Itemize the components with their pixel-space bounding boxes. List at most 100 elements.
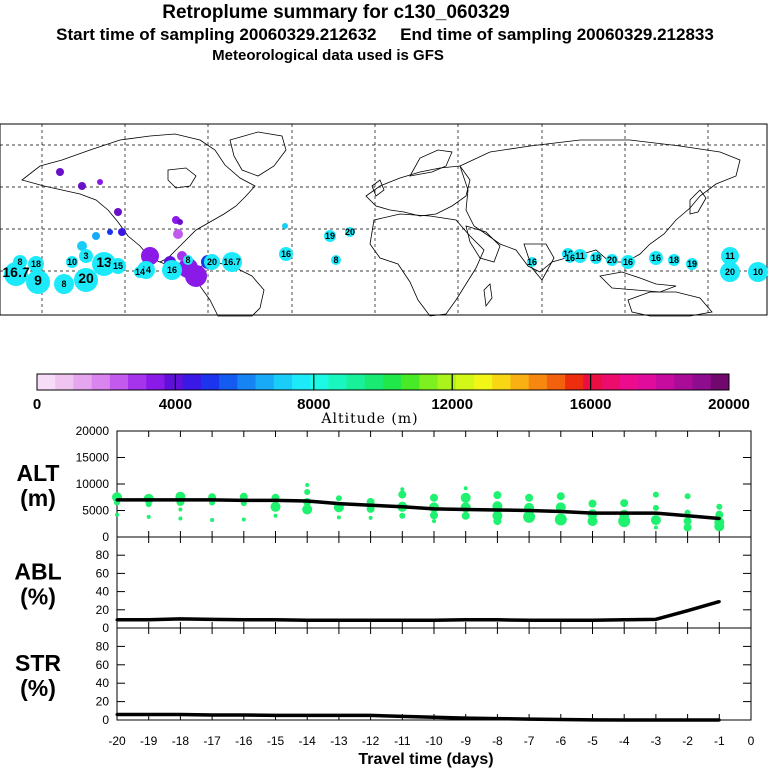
series-point xyxy=(178,498,182,502)
plume-label-dot xyxy=(66,256,78,268)
colorbar-swatch xyxy=(91,374,111,390)
colorbar-swatch xyxy=(73,374,93,390)
altitude-scatter-point xyxy=(430,511,438,520)
plume-label: 16 xyxy=(623,257,633,267)
y-tick-label: 60 xyxy=(96,566,110,580)
plume-dot xyxy=(118,228,126,236)
y-tick-label: 20000 xyxy=(76,424,110,438)
series-point xyxy=(147,618,151,622)
altitude-scatter-point xyxy=(620,499,629,508)
plume-label: 19 xyxy=(687,259,697,269)
x-axis-label: Travel time (days) xyxy=(358,751,493,768)
series-point xyxy=(559,510,563,514)
plume-label-dot xyxy=(721,247,739,265)
plume-label-dot xyxy=(527,257,537,267)
panel-ylabel: ABL xyxy=(14,559,61,585)
colorbar-swatch xyxy=(383,374,402,390)
panel-abl: 0 20 40 60 80 ABL(%) xyxy=(14,536,752,635)
plume-dot xyxy=(77,241,87,251)
series-point xyxy=(717,600,721,604)
x-tick-label: -17 xyxy=(203,734,221,748)
series-point xyxy=(115,712,119,716)
x-tick-label: -9 xyxy=(460,734,471,748)
plume-label-dot xyxy=(331,255,341,265)
plume-dot xyxy=(78,182,86,190)
altitude-scatter-point xyxy=(463,486,468,491)
series-point xyxy=(305,618,309,622)
series-point xyxy=(210,498,214,502)
x-tick-label: -7 xyxy=(524,734,535,748)
series-point xyxy=(495,717,499,721)
x-tick-label: -15 xyxy=(267,734,285,748)
europe-outline xyxy=(365,165,471,217)
north-america-outline xyxy=(21,133,256,263)
plume-dot xyxy=(97,179,103,185)
series-point xyxy=(717,516,721,520)
colorbar-title: Altitude (m) xyxy=(320,411,418,427)
colorbar-swatch xyxy=(55,374,74,390)
series-line-str xyxy=(117,712,720,722)
plume-dot xyxy=(141,247,159,265)
series-point xyxy=(242,618,246,622)
hudson-bay-outline xyxy=(167,167,197,189)
panel-frame xyxy=(116,627,752,721)
plume-label-dot xyxy=(74,268,98,292)
colorbar-swatch xyxy=(710,374,730,390)
plume-label-dot xyxy=(720,262,740,282)
continent-outlines xyxy=(21,131,741,317)
plume-label: 13 xyxy=(96,254,112,270)
altitude-scatter-point xyxy=(618,515,631,528)
altitude-scatter-point xyxy=(683,523,692,532)
y-tick-label: 40 xyxy=(96,676,110,690)
series-point xyxy=(527,509,531,512)
series-point xyxy=(337,502,341,506)
colorbar-tick-label: 8000 xyxy=(297,396,330,413)
plume-label-dot xyxy=(110,258,126,274)
y-tick-label: 5000 xyxy=(82,504,109,518)
colorbar-swatch xyxy=(492,374,511,390)
series-point xyxy=(591,511,594,515)
plume-label-dot xyxy=(686,258,698,270)
plume-label: 10 xyxy=(753,267,763,277)
altitude-scatter-point xyxy=(430,493,438,502)
altitude-scatter-point xyxy=(336,515,341,520)
series-point xyxy=(464,507,468,511)
altitude-scatter-point xyxy=(716,503,723,510)
altitude-scatter-point xyxy=(587,516,598,527)
x-tick-label: -11 xyxy=(394,734,411,748)
plume-label: 8 xyxy=(61,279,66,289)
series-point xyxy=(274,618,277,622)
meteorological-data-note: Meteorological data used is GFS xyxy=(212,47,444,64)
plume-label: 9 xyxy=(34,272,42,288)
series-point xyxy=(686,609,690,613)
panel-alt: 0 5000 10000 15000 20000 ALT(m) xyxy=(16,424,752,544)
plume-label: 8 xyxy=(185,255,190,265)
series-point xyxy=(178,712,182,716)
colorbar-swatch xyxy=(328,374,348,390)
x-tick-label: -4 xyxy=(619,734,630,748)
series-point xyxy=(400,618,404,622)
plume-label-dot xyxy=(13,255,27,269)
colorbar-swatch xyxy=(437,374,457,390)
altitude-scatter-point xyxy=(400,487,405,492)
colorbar-tick-label: 16000 xyxy=(570,396,612,413)
series-point xyxy=(147,712,151,716)
plume-label-dot xyxy=(573,249,587,263)
altitude-scatter-point xyxy=(432,519,436,524)
map-frame xyxy=(0,123,768,316)
colorbar-swatch xyxy=(401,374,420,390)
y-tick-label: 0 xyxy=(102,713,109,727)
series-point xyxy=(115,498,119,502)
scandinavia-outline xyxy=(409,149,453,177)
plume-label: 16 xyxy=(167,265,177,275)
y-tick-label: 15000 xyxy=(76,451,110,465)
plume-label-dot xyxy=(92,252,116,276)
series-point xyxy=(369,618,373,622)
y-tick-label: 20 xyxy=(96,695,110,709)
colorbar-swatch xyxy=(182,374,202,390)
x-tick-label: -5 xyxy=(587,734,598,748)
plume-dot xyxy=(56,168,64,176)
series-point xyxy=(464,618,468,622)
plume-label-dot xyxy=(590,252,602,264)
